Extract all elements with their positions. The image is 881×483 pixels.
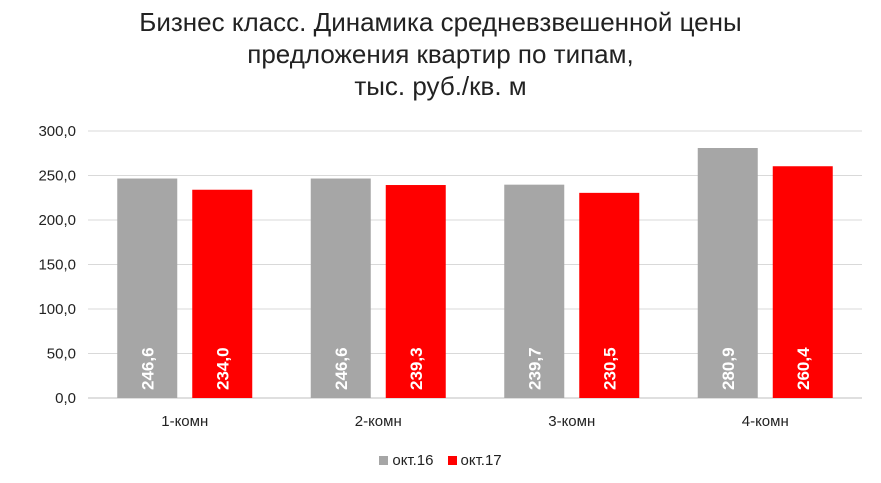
- legend-item-oct16: окт.16: [379, 452, 434, 469]
- legend-label-oct17: окт.17: [460, 452, 502, 469]
- y-tick-label: 0,0: [55, 390, 76, 407]
- bar: [117, 178, 178, 398]
- bar: [385, 185, 446, 398]
- chart-title-line-1: Бизнес класс. Динамика средневзвешенной …: [139, 7, 742, 37]
- y-tick-label: 300,0: [38, 123, 76, 140]
- bar: [772, 166, 833, 398]
- x-tick-label: 1-комн: [161, 413, 208, 430]
- chart-title-line-3: тыс. руб./кв. м: [354, 71, 527, 101]
- y-tick-label: 250,0: [38, 168, 76, 185]
- legend: окт.16 окт.17: [0, 452, 881, 469]
- data-label: 230,5: [600, 347, 619, 390]
- x-tick-label: 3-комн: [548, 413, 595, 430]
- data-label: 239,3: [407, 347, 426, 390]
- bar: [192, 189, 253, 398]
- legend-item-oct17: окт.17: [447, 452, 502, 469]
- data-label: 239,7: [525, 347, 544, 390]
- legend-swatch-oct17: [447, 456, 457, 465]
- y-tick-label: 150,0: [38, 257, 76, 274]
- x-tick-label: 4-комн: [742, 413, 789, 430]
- chart-title: Бизнес класс. Динамика средневзвешенной …: [0, 6, 881, 102]
- legend-swatch-oct16: [379, 456, 389, 465]
- y-tick-label: 50,0: [47, 346, 76, 363]
- y-tick-label: 200,0: [38, 212, 76, 229]
- data-label: 234,0: [213, 347, 232, 390]
- chart-title-line-2: предложения квартир по типам,: [247, 39, 634, 69]
- data-label: 246,6: [332, 347, 351, 390]
- data-label: 280,9: [719, 347, 738, 390]
- data-label: 260,4: [794, 347, 813, 390]
- data-label: 246,6: [138, 347, 157, 390]
- bar: [310, 178, 371, 398]
- bar: [579, 192, 640, 398]
- x-tick-label: 2-комн: [355, 413, 402, 430]
- bar: [697, 147, 758, 398]
- legend-label-oct16: окт.16: [392, 452, 434, 469]
- y-tick-label: 100,0: [38, 301, 76, 318]
- bar: [504, 184, 565, 398]
